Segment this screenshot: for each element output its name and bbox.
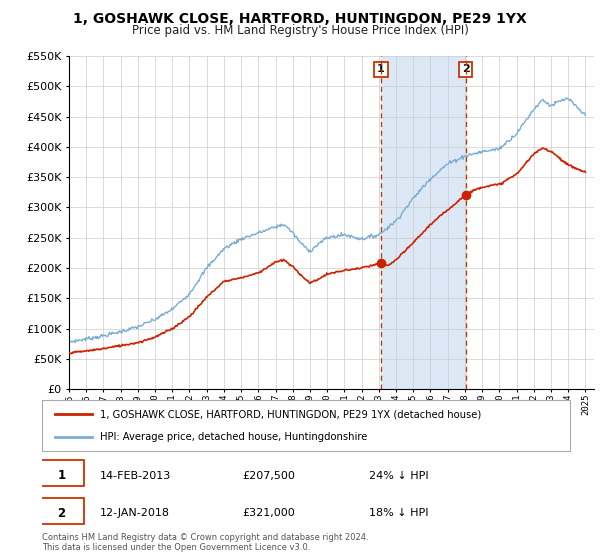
FancyBboxPatch shape bbox=[42, 400, 570, 451]
Text: £321,000: £321,000 bbox=[242, 508, 295, 519]
FancyBboxPatch shape bbox=[40, 498, 84, 524]
Text: 1, GOSHAWK CLOSE, HARTFORD, HUNTINGDON, PE29 1YX: 1, GOSHAWK CLOSE, HARTFORD, HUNTINGDON, … bbox=[73, 12, 527, 26]
Text: Contains HM Land Registry data © Crown copyright and database right 2024.: Contains HM Land Registry data © Crown c… bbox=[42, 533, 368, 542]
Text: 12-JAN-2018: 12-JAN-2018 bbox=[100, 508, 170, 519]
Text: 18% ↓ HPI: 18% ↓ HPI bbox=[370, 508, 429, 519]
Text: 1, GOSHAWK CLOSE, HARTFORD, HUNTINGDON, PE29 1YX (detached house): 1, GOSHAWK CLOSE, HARTFORD, HUNTINGDON, … bbox=[100, 409, 481, 419]
Text: This data is licensed under the Open Government Licence v3.0.: This data is licensed under the Open Gov… bbox=[42, 543, 310, 552]
Bar bbox=[381, 56, 466, 389]
Text: 2: 2 bbox=[58, 507, 65, 520]
Text: £207,500: £207,500 bbox=[242, 470, 296, 480]
Text: HPI: Average price, detached house, Huntingdonshire: HPI: Average price, detached house, Hunt… bbox=[100, 432, 367, 442]
Text: 1: 1 bbox=[58, 469, 65, 482]
Text: 2: 2 bbox=[462, 64, 469, 74]
FancyBboxPatch shape bbox=[40, 460, 84, 486]
Text: 1: 1 bbox=[377, 64, 385, 74]
Text: Price paid vs. HM Land Registry's House Price Index (HPI): Price paid vs. HM Land Registry's House … bbox=[131, 24, 469, 36]
Text: 24% ↓ HPI: 24% ↓ HPI bbox=[370, 470, 429, 480]
Text: 14-FEB-2013: 14-FEB-2013 bbox=[100, 470, 172, 480]
